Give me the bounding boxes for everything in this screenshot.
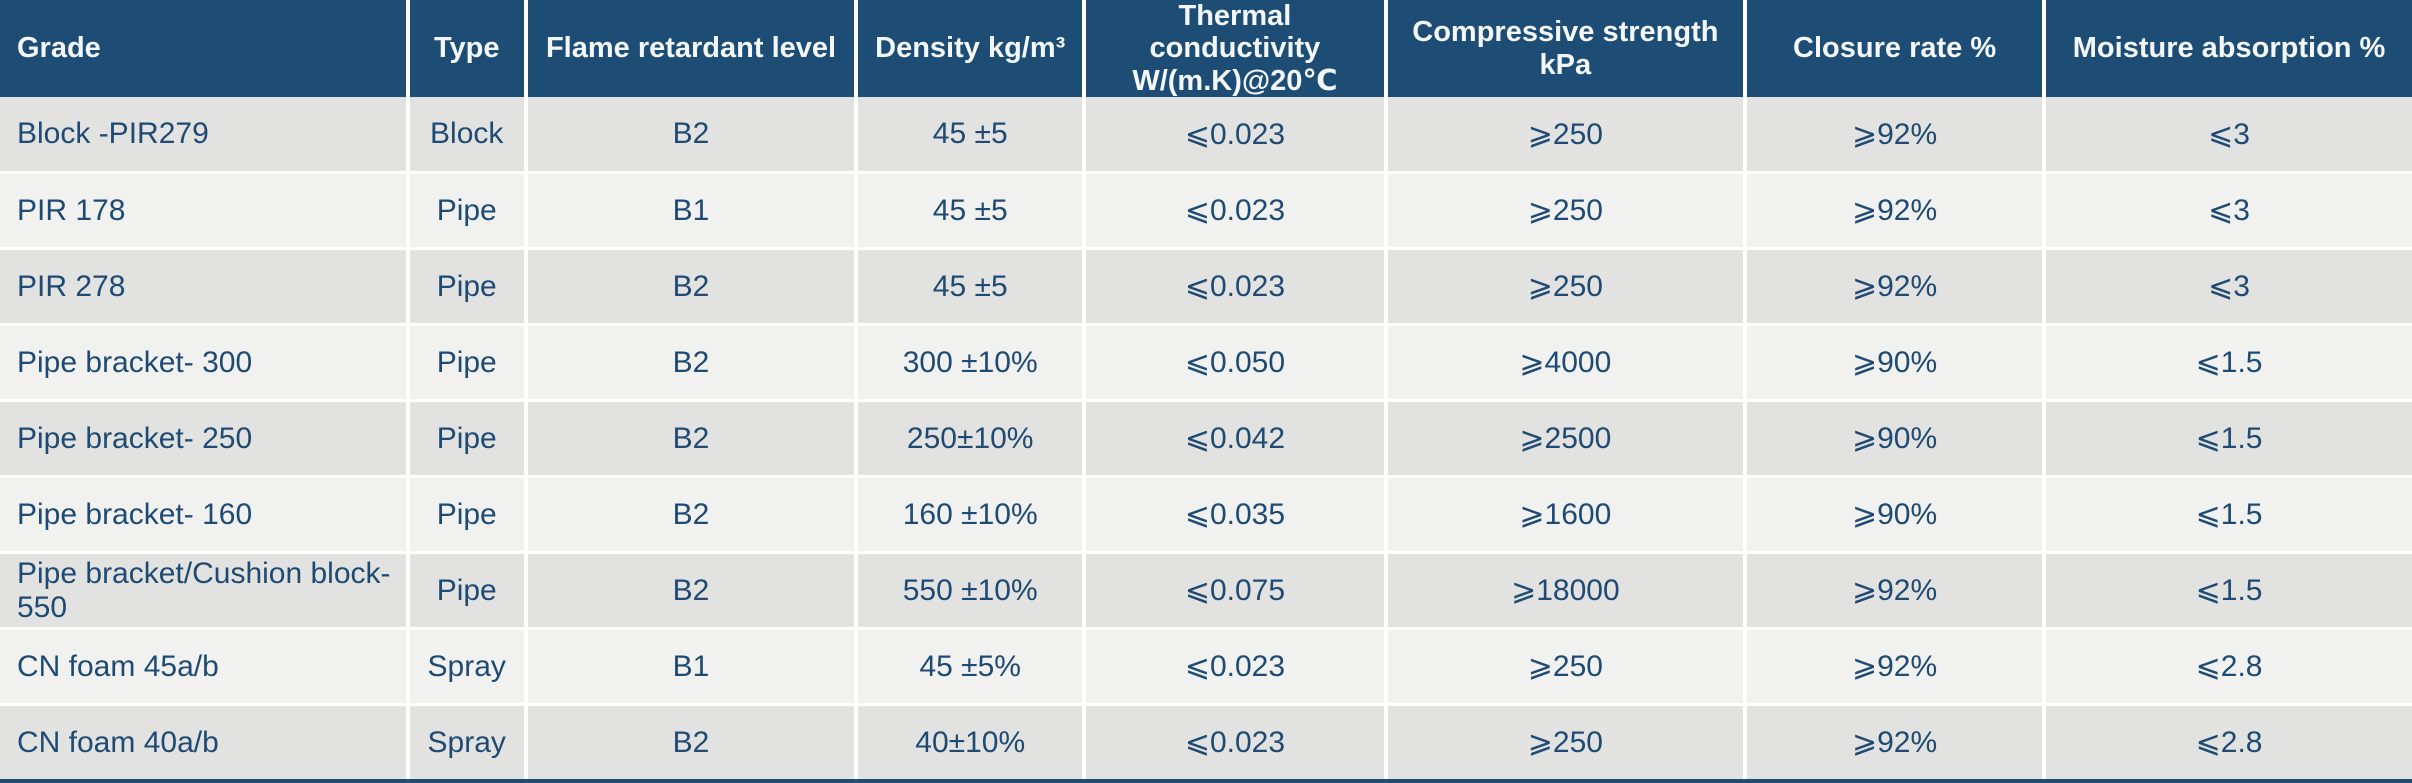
compressive-strength-cell: ⩾250 — [1385, 97, 1748, 173]
moisture-absorption-cell: ⩽1.5 — [2044, 399, 2412, 477]
density-cell: 45 ±5 — [856, 171, 1087, 249]
grade-cell: PIR 178 — [0, 171, 410, 249]
grade-cell: Pipe bracket- 250 — [0, 399, 410, 477]
flame-level-cell: B2 — [525, 475, 859, 553]
grade-cell: Block -PIR279 — [0, 97, 410, 173]
grade-cell: CN foam 45a/b — [0, 627, 410, 705]
density-cell: 250±10% — [856, 399, 1087, 477]
compressive-strength-cell: ⩾4000 — [1385, 323, 1748, 401]
compressive-strength-cell: ⩾250 — [1385, 627, 1748, 705]
closure-rate-cell: ⩾92% — [1745, 627, 2047, 705]
grade-cell: Pipe bracket- 160 — [0, 475, 410, 553]
type-cell: Block — [407, 97, 528, 173]
density-cell: 550 ±10% — [856, 551, 1087, 629]
type-cell: Pipe — [407, 323, 528, 401]
closure-rate-cell: ⩾90% — [1745, 323, 2047, 401]
moisture-absorption-cell: ⩽1.5 — [2044, 475, 2412, 553]
compressive-strength-cell: ⩾250 — [1385, 171, 1748, 249]
type-cell: Pipe — [407, 247, 528, 325]
header-row: Grade Type Flame retardant level Density… — [0, 0, 2412, 98]
type-cell: Pipe — [407, 171, 528, 249]
table-body: Block -PIR279 Block B2 45 ±5 ⩽0.023 ⩾250… — [0, 97, 2412, 783]
closure-rate-cell: ⩾92% — [1745, 97, 2047, 173]
type-cell: Spray — [407, 703, 528, 783]
grade-cell: Pipe bracket/Cushion block- 550 — [0, 551, 410, 629]
compressive-strength-cell: ⩾2500 — [1385, 399, 1748, 477]
table-row: PIR 178 Pipe B1 45 ±5 ⩽0.023 ⩾250 ⩾92% ⩽… — [0, 171, 2412, 249]
density-cell: 160 ±10% — [856, 475, 1087, 553]
density-cell: 40±10% — [856, 703, 1087, 783]
density-cell: 45 ±5% — [856, 627, 1087, 705]
flame-level-cell: B2 — [525, 97, 859, 173]
compressive-strength-cell: ⩾18000 — [1385, 551, 1748, 629]
thermal-conductivity-cell: ⩽0.050 — [1084, 323, 1388, 401]
flame-level-cell: B2 — [525, 551, 859, 629]
column-header-flame-retardant-level: Flame retardant level — [525, 0, 859, 98]
column-header-grade: Grade — [0, 0, 410, 98]
thermal-conductivity-cell: ⩽0.023 — [1084, 171, 1388, 249]
grade-cell: Pipe bracket- 300 — [0, 323, 410, 401]
moisture-absorption-cell: ⩽3 — [2044, 171, 2412, 249]
compressive-strength-cell: ⩾250 — [1385, 703, 1748, 783]
closure-rate-cell: ⩾90% — [1745, 399, 2047, 477]
column-header-compressive-strength: Compressive strength kPa — [1385, 0, 1748, 98]
moisture-absorption-cell: ⩽1.5 — [2044, 551, 2412, 629]
column-header-thermal-conductivity: Thermal conductivity W/(m.K)@20℃ — [1084, 0, 1388, 98]
table-row: CN foam 45a/b Spray B1 45 ±5% ⩽0.023 ⩾25… — [0, 627, 2412, 705]
type-cell: Pipe — [407, 551, 528, 629]
flame-level-cell: B2 — [525, 323, 859, 401]
column-header-closure-rate: Closure rate % — [1745, 0, 2047, 98]
table-row: Pipe bracket- 160 Pipe B2 160 ±10% ⩽0.03… — [0, 475, 2412, 553]
thermal-conductivity-cell: ⩽0.035 — [1084, 475, 1388, 553]
table-row: PIR 278 Pipe B2 45 ±5 ⩽0.023 ⩾250 ⩾92% ⩽… — [0, 247, 2412, 325]
table-row: Pipe bracket- 300 Pipe B2 300 ±10% ⩽0.05… — [0, 323, 2412, 401]
closure-rate-cell: ⩾92% — [1745, 171, 2047, 249]
thermal-conductivity-cell: ⩽0.023 — [1084, 247, 1388, 325]
density-cell: 45 ±5 — [856, 97, 1087, 173]
flame-level-cell: B1 — [525, 171, 859, 249]
type-cell: Pipe — [407, 475, 528, 553]
table-row: Pipe bracket- 250 Pipe B2 250±10% ⩽0.042… — [0, 399, 2412, 477]
thermal-conductivity-cell: ⩽0.075 — [1084, 551, 1388, 629]
moisture-absorption-cell: ⩽2.8 — [2044, 627, 2412, 705]
flame-level-cell: B1 — [525, 627, 859, 705]
table-row: Pipe bracket/Cushion block- 550 Pipe B2 … — [0, 551, 2412, 629]
flame-level-cell: B2 — [525, 399, 859, 477]
table-row: Block -PIR279 Block B2 45 ±5 ⩽0.023 ⩾250… — [0, 97, 2412, 173]
moisture-absorption-cell: ⩽3 — [2044, 247, 2412, 325]
thermal-conductivity-cell: ⩽0.023 — [1084, 97, 1388, 173]
table-row: CN foam 40a/b Spray B2 40±10% ⩽0.023 ⩾25… — [0, 703, 2412, 783]
moisture-absorption-cell: ⩽2.8 — [2044, 703, 2412, 783]
type-cell: Pipe — [407, 399, 528, 477]
table-header: Grade Type Flame retardant level Density… — [0, 0, 2412, 98]
type-cell: Spray — [407, 627, 528, 705]
flame-level-cell: B2 — [525, 703, 859, 783]
column-header-type: Type — [407, 0, 528, 98]
density-cell: 45 ±5 — [856, 247, 1087, 325]
density-cell: 300 ±10% — [856, 323, 1087, 401]
thermal-conductivity-cell: ⩽0.023 — [1084, 627, 1388, 705]
flame-level-cell: B2 — [525, 247, 859, 325]
compressive-strength-cell: ⩾250 — [1385, 247, 1748, 325]
thermal-conductivity-cell: ⩽0.042 — [1084, 399, 1388, 477]
compressive-strength-cell: ⩾1600 — [1385, 475, 1748, 553]
closure-rate-cell: ⩾90% — [1745, 475, 2047, 553]
moisture-absorption-cell: ⩽3 — [2044, 97, 2412, 173]
closure-rate-cell: ⩾92% — [1745, 247, 2047, 325]
grade-cell: CN foam 40a/b — [0, 703, 410, 783]
column-header-moisture-absorption: Moisture absorption % — [2044, 0, 2412, 98]
grade-cell: PIR 278 — [0, 247, 410, 325]
closure-rate-cell: ⩾92% — [1745, 551, 2047, 629]
column-header-density: Density kg/m³ — [856, 0, 1087, 98]
moisture-absorption-cell: ⩽1.5 — [2044, 323, 2412, 401]
thermal-conductivity-cell: ⩽0.023 — [1084, 703, 1388, 783]
closure-rate-cell: ⩾92% — [1745, 703, 2047, 783]
